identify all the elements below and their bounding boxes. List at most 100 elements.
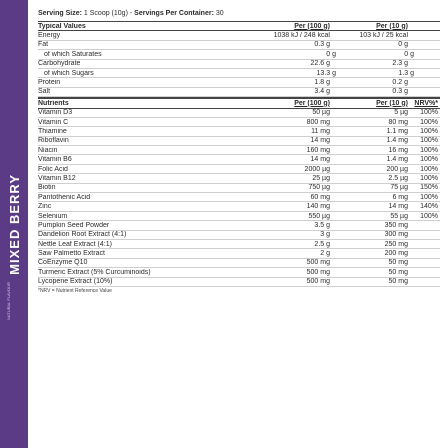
nrv-footnote: *NRV = Nutrient Reference Value [38,287,112,294]
value-per-10g: 55 µg [390,212,408,220]
nutrients-col-per-100g: Per (100 g) [294,99,330,107]
value-per-10g: 350 mg [384,221,408,229]
nrv-percent: 100% [420,174,438,182]
value-per-100g: 3 g [320,231,330,239]
value-per-100g: 550 µg [308,212,330,220]
nutrient-name: Energy [38,32,61,40]
nutrient-name: Protein [38,79,61,87]
value-per-10g: 1.3 g [398,69,414,77]
value-per-10g: 200 mg [384,250,408,258]
value-per-10g: 6 mg [392,193,408,201]
table-row: Riboflavin 14 mg 1.4 mg 100% [38,137,440,147]
table-row: Pantothenic Acid 60 mg 6 mg 100% [38,193,440,203]
nrv-percent: 100% [420,156,438,164]
value-per-100g: 3.4 g [314,88,330,96]
nutrients-col-per-10g: Per (10 g) [376,99,408,107]
table-row: Vitamin D3 50 µg 5 µg 100% [38,109,440,118]
brand-band: MIXED BERRY NATURAL FLAVOUR [0,0,28,448]
table-row: Thiamine 11 mg 1.1 mg 100% [38,127,440,137]
value-per-10g: 16 mg [388,146,408,154]
value-per-100g: 140 mg [306,203,330,211]
value-per-100g: 0 g [326,50,336,58]
table-row: Niacin 160 mg 16 mg 100% [38,146,440,156]
table-row: Vitamin B12 25 µg 2.5 µg 100% [38,174,440,184]
value-per-10g: 300 mg [384,231,408,239]
table-row: Biotin 750 µg 75 µg 150% [38,184,440,194]
nutrient-name: Thiamine [38,127,67,135]
typical-values-header: Typical Values Per (100 g) Per (10 g) [38,22,440,32]
nrv-percent: 100% [420,212,438,220]
table-row: Energy 1038 kJ / 248 kcal 103 kJ / 25 kcal [38,31,440,41]
nutrient-name: Niacin [38,146,58,154]
nutrient-name: Dandelion Root Extract (4:1) [38,231,127,239]
value-per-100g: 2000 µg [304,165,330,173]
nutrient-name: Pantothenic Acid [38,193,91,201]
typical-values-title: Typical Values [38,22,86,30]
value-per-100g: 14 mg [310,156,330,164]
value-per-10g: 200 µg [386,165,408,173]
nrv-percent: 100% [420,193,438,201]
value-per-10g: 1.4 mg [386,137,408,145]
brand-tagline: NATURAL FLAVOUR [6,282,11,320]
nutrient-name: CoEnzyme Q10 [38,259,88,267]
nutrition-table: Typical Values Per (100 g) Per (10 g) En… [38,21,440,287]
value-per-100g: 1038 kJ / 248 kcal [273,32,330,40]
value-per-100g: 60 mg [310,193,330,201]
table-row: Vitamin B6 14 mg 1.4 mg 100% [38,155,440,165]
value-per-100g: 25 µg [312,174,330,182]
value-per-10g: 14 mg [388,203,408,211]
table-row: Dandelion Root Extract (4:1) 3 g 300 mg [38,231,440,240]
table-row: Fat 0.3 g 0 g [38,41,440,51]
value-per-10g: 50 mg [388,259,408,267]
value-per-10g: 0 g [404,50,414,58]
nutrient-name: Selenium [38,212,68,220]
nrv-percent: 150% [420,184,438,192]
table-row: Vitamin C 800 mg 80 mg 100% [38,118,440,128]
value-per-100g: 2.5 g [314,240,330,248]
value-per-10g: 50 mg [388,268,408,276]
value-per-100g: 14 mg [310,137,330,145]
table-row: CoEnzyme Q10 500 mg 50 mg [38,259,440,269]
value-per-100g: 13.3 g [316,69,336,77]
value-per-100g: 3.5 g [314,221,330,229]
nrv-percent: 100% [420,165,438,173]
value-per-100g: 22.6 g [310,60,330,68]
table-row: Salt 3.4 g 0.3 g [38,88,440,98]
nrv-percent: 100% [420,127,438,135]
nrv-percent: 100% [420,137,438,145]
nutrient-name: Vitamin C [38,118,69,126]
value-per-10g: 50 mg [388,278,408,286]
value-per-100g: 500 mg [306,268,330,276]
nutrient-name: Vitamin D3 [38,109,73,117]
nutrient-name: of which Sugars [44,69,94,77]
serving-info: Serving Size: 1 Scoop (10g) - Servings P… [38,10,440,17]
nutrient-name: Zinc [38,203,52,211]
serving-size-label: Serving Size: [38,10,82,17]
table-row: Saw Palmetto Extract 2 g 200 mg [38,249,440,259]
nutrient-name: Vitamin B12 [38,174,76,182]
value-per-10g: 0 g [398,41,408,49]
nutrient-name: Turmeric Extract (5% Curcuminoids) [38,268,151,276]
value-per-10g: 75 µg [390,184,408,192]
value-per-100g: 0.3 g [314,41,330,49]
nutrition-panel: Serving Size: 1 Scoop (10g) - Servings P… [38,10,440,294]
table-row: Carbohydrate 22.6 g 2.3 g [38,60,440,69]
value-per-10g: 250 mg [384,240,408,248]
nutrients-rows: Vitamin D3 50 µg 5 µg 100% Vitamin C 800 mg 80… [38,109,440,287]
servings-per-container-label: Servings Per Container: [134,10,214,17]
value-per-100g: 500 mg [306,259,330,267]
nutrients-title: Nutrients [38,99,69,107]
nrv-percent: 100% [420,109,438,117]
value-per-10g: 2.5 µg [388,174,408,182]
value-per-10g: 0.2 g [392,79,408,87]
nutrients-header: Nutrients Per (100 g) Per (10 g) NRV%* [38,97,440,109]
nutrient-name: Riboflavin [38,137,69,145]
value-per-100g: 500 mg [306,278,330,286]
value-per-10g: 0.3 g [392,88,408,96]
nutrient-name: Salt [38,88,51,96]
nutrient-name: Biotin [38,184,56,192]
table-row: Folic Acid 2000 µg 200 µg 100% [38,165,440,175]
table-row: Zinc 140 mg 14 mg 140% [38,202,440,212]
nrv-percent: 100% [420,146,438,154]
typical-col-per-100g: Per (100 g) [294,22,330,30]
